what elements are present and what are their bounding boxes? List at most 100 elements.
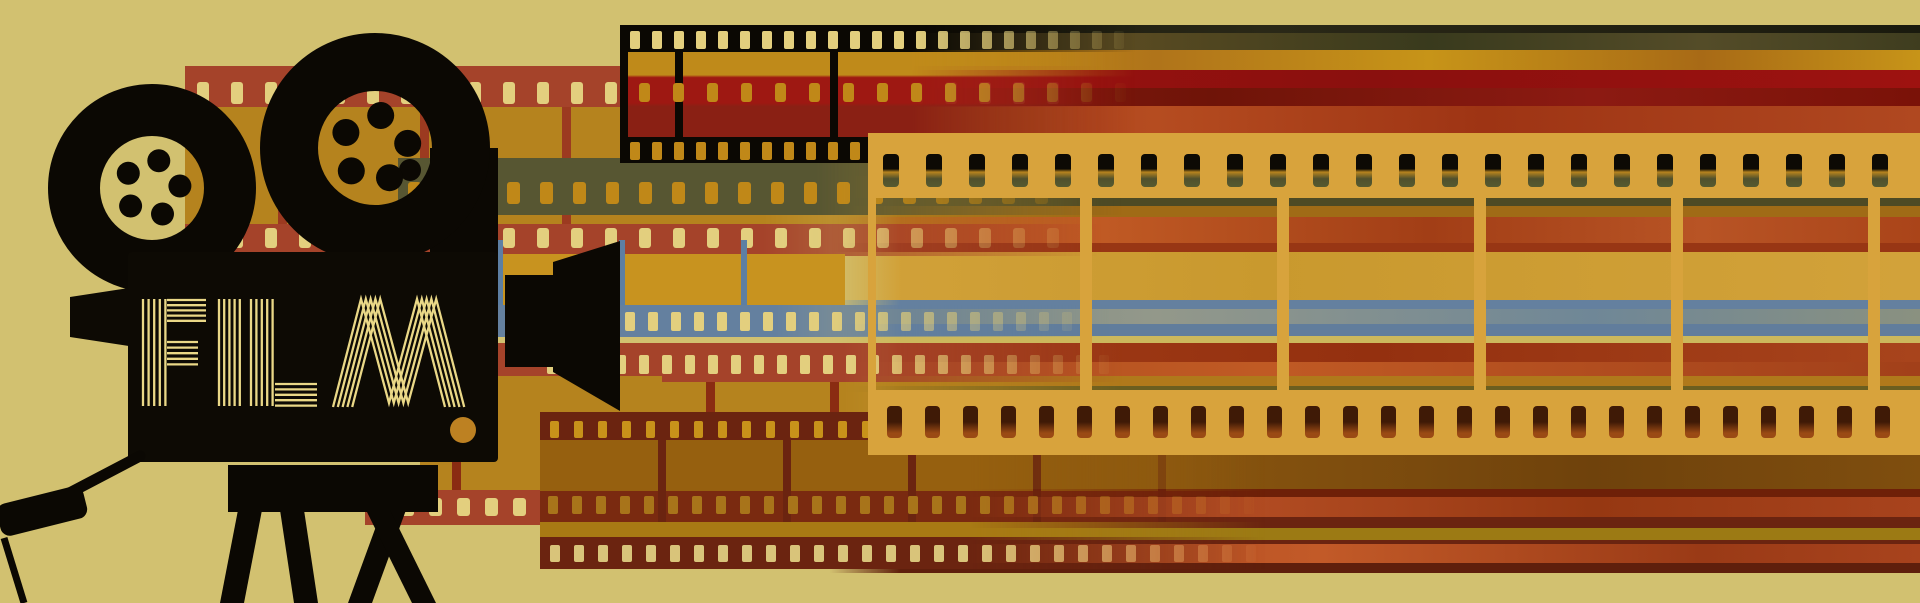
- letter-M: [331, 294, 466, 408]
- filmstrip-maroon-bottom-sprocket-hole: [622, 545, 632, 562]
- filmstrip-gold-main-sprocket-hole: [1442, 154, 1458, 187]
- filmstrip-gold-main-sprocket-hole: [1419, 406, 1434, 438]
- tripod: [220, 465, 438, 603]
- filmstrip-blue-sprocket-hole: [855, 312, 865, 331]
- filmstrip-red-upper-sprocket-hole: [1013, 228, 1025, 248]
- filmstrip-blue-sprocket-hole: [694, 312, 704, 331]
- filmstrip-red-middle-sprocket-hole: [1122, 355, 1132, 374]
- filmstrip-gold-main-sprocket-hole: [1614, 154, 1630, 187]
- filmstrip-gold-main-sprocket-hole: [1495, 406, 1510, 438]
- filmstrip-red-upper-sprocket-hole: [571, 228, 583, 248]
- filmstrip-maroon-bottom-sprocket-hole: [1100, 496, 1110, 514]
- filmstrip-gold-main-sprocket-hole: [1528, 154, 1544, 187]
- filmstrip-gold-main-sprocket-hole: [1571, 406, 1586, 438]
- filmstrip-red-upper-sprocket-hole: [503, 228, 515, 248]
- streak-band: [830, 540, 1920, 544]
- filmstrip-blue-sprocket-hole: [970, 312, 980, 331]
- filmstrip-black-top-sprocket-hole: [1115, 83, 1126, 102]
- filmstrip-black-top-sprocket-hole: [850, 142, 860, 160]
- filmstrip-maroon-bottom-sprocket-hole: [982, 545, 992, 562]
- filmstrip-black-top-sprocket-hole: [741, 83, 752, 102]
- filmstrip-gold-main-sprocket-hole: [1533, 406, 1548, 438]
- filmstrip-maroon-bottom-sprocket-hole: [908, 496, 918, 514]
- filmstrip-maroon-bottom-sprocket-hole: [934, 545, 944, 562]
- filmstrip-maroon-bottom-sprocket-hole: [790, 545, 800, 562]
- filmstrip-maroon-bottom-sprocket-hole: [692, 496, 702, 514]
- filmstrip-gold-main-sprocket-hole: [1761, 406, 1776, 438]
- filmstrip-gold-main-sprocket-hole: [1700, 154, 1716, 187]
- streak-band: [830, 25, 1920, 33]
- filmstrip-maroon-bottom-sprocket-hole: [646, 421, 655, 438]
- filmstrip-black-top-sprocket-hole: [652, 31, 662, 49]
- filmstrip-black-top-sprocket-hole: [843, 83, 854, 102]
- filmstrip-gold-main-sprocket-hole: [926, 154, 942, 187]
- filmstrip-gold-main-sprocket-hole: [1055, 154, 1071, 187]
- filmstrip-maroon-bottom-sprocket-hole: [620, 496, 630, 514]
- filmstrip-red-middle-sprocket-hole: [662, 355, 672, 374]
- filmstrip-gold-main-sprocket-hole: [1184, 154, 1200, 187]
- filmstrip-maroon-bottom-sprocket-hole: [766, 421, 775, 438]
- filmstrip-black-top-sprocket-hole: [718, 142, 728, 160]
- filmstrip-gold-main-sprocket-hole: [1685, 406, 1700, 438]
- filmstrip-red-middle-sprocket-hole: [708, 355, 718, 374]
- filmstrip-maroon-bottom-sprocket-hole: [694, 421, 703, 438]
- filmstrip-maroon-bottom-sprocket-hole: [958, 545, 968, 562]
- filmstrip-gold-main-frame-divider: [1868, 196, 1880, 392]
- filmstrip-red-middle-sprocket-hole: [754, 355, 764, 374]
- filmstrip-gold-main-sprocket-hole: [1343, 406, 1358, 438]
- filmstrip-maroon-bottom-sprocket-hole: [1174, 545, 1184, 562]
- filmstrip-red-upper-sprocket-hole: [775, 228, 787, 248]
- filmstrip-gold-main-sprocket-hole: [1313, 154, 1329, 187]
- filmstrip-green-sprocket-hole: [672, 182, 685, 204]
- streak-band: [830, 386, 1920, 392]
- filmstrip-black-top-sprocket-hole: [894, 31, 904, 49]
- filmstrip-red-middle-sprocket-hole: [892, 355, 902, 374]
- filmstrip-gold-main-sprocket-hole: [1305, 406, 1320, 438]
- filmstrip-black-top-sprocket-hole: [1013, 83, 1024, 102]
- filmstrip-green-sprocket-hole: [738, 182, 751, 204]
- filmstrip-black-top-sprocket-hole: [828, 31, 838, 49]
- filmstrip-blue-sprocket-hole: [763, 312, 773, 331]
- filmstrip-maroon-bottom-sprocket-hole: [716, 496, 726, 514]
- filmstrip-gold-main-sprocket-hole: [1786, 154, 1802, 187]
- filmstrip-maroon-bottom-sprocket-hole: [548, 496, 558, 514]
- filmstrip-black-top-sprocket-hole: [911, 83, 922, 102]
- filmstrip-maroon-bottom-sprocket-hole: [718, 545, 728, 562]
- filmstrip-black-top-sprocket-hole: [828, 142, 838, 160]
- filmstrip-gold-main-sprocket-hole: [1267, 406, 1282, 438]
- filmstrip-black-top-sprocket-hole: [630, 31, 640, 49]
- filmstrip-maroon-bottom-sprocket-hole: [1148, 496, 1158, 514]
- filmstrip-black-top-sprocket-hole: [1136, 31, 1146, 49]
- filmstrip-gold-main-sprocket-hole: [925, 406, 940, 438]
- streak-band: [830, 563, 1920, 573]
- filmstrip-mid-gold-frame-divider: [497, 240, 503, 305]
- filmstrip-blue-sprocket-hole: [809, 312, 819, 331]
- filmstrip-maroon-bottom-sprocket-hole: [1028, 496, 1038, 514]
- filmstrip-black-top-sprocket-hole: [806, 31, 816, 49]
- filmstrip-black-top-sprocket-hole: [1004, 31, 1014, 49]
- filmstrip-gold-main-sprocket-hole: [1875, 406, 1890, 438]
- filmstrip-maroon-bottom-sprocket-hole: [862, 421, 871, 438]
- filmstrip-black-top-sprocket-hole: [916, 31, 926, 49]
- filmstrip-red-middle-sprocket-hole: [1053, 355, 1063, 374]
- filmstrip-gold-main-sprocket-hole: [1571, 154, 1587, 187]
- filmstrip-maroon-bottom-sprocket-hole: [550, 545, 560, 562]
- filmstrip-maroon-bottom-sprocket-hole: [574, 545, 584, 562]
- filmstrip-blue-sprocket-hole: [1062, 312, 1072, 331]
- filmstrip-black-top-sprocket-hole: [872, 31, 882, 49]
- filmstrip-black-top-sprocket-hole: [1092, 31, 1102, 49]
- lens-horn: [505, 241, 620, 411]
- filmstrip-gold-main-sprocket-hole: [1399, 154, 1415, 187]
- filmstrip-maroon-bottom-frame-divider: [1033, 440, 1041, 522]
- filmstrip-black-top-sprocket-hole: [1081, 83, 1092, 102]
- filmstrip-green-sprocket-hole: [606, 182, 619, 204]
- filmstrip-black-top-sprocket-hole: [696, 31, 706, 49]
- filmstrip-maroon-bottom-sprocket-hole: [742, 545, 752, 562]
- filmstrip-gold-main-frame-divider: [1080, 196, 1092, 392]
- filmstrip-maroon-bottom-sprocket-hole: [1054, 545, 1064, 562]
- filmstrip-red-middle-sprocket-hole: [731, 355, 741, 374]
- filmstrip-red-middle-frame-divider: [830, 382, 839, 413]
- filmstrip-maroon-bottom-sprocket-hole: [670, 421, 679, 438]
- filmstrip-red-lower-left-sprocket-hole: [513, 498, 526, 516]
- filmstrip-black-top-sprocket-hole: [979, 83, 990, 102]
